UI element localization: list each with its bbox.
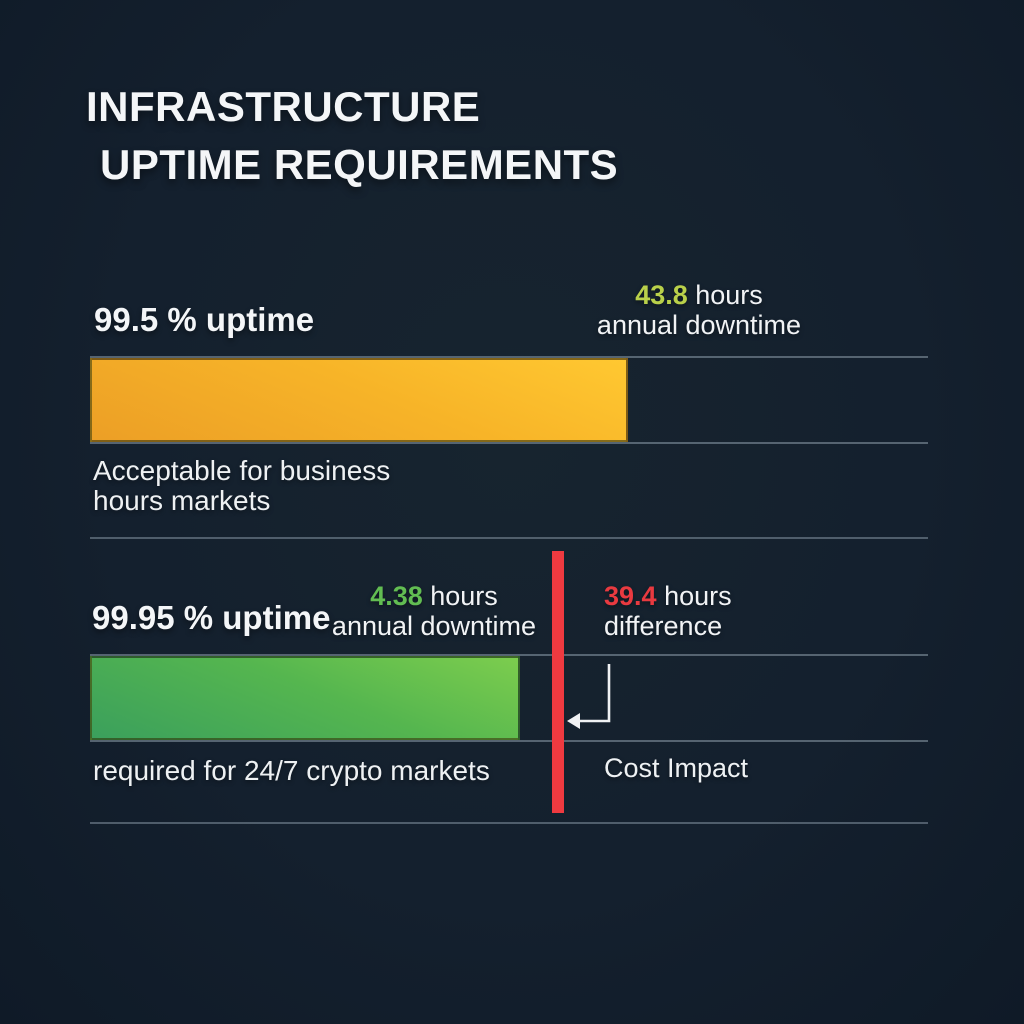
page-title-line2: UPTIME REQUIREMENTS [100,141,619,188]
downtime-43-8-block: 43.8 hours annual downtime [565,280,833,340]
cost-impact-label: Cost Impact [604,753,749,783]
uptime-99-95-label: 99.95 % uptime [92,599,331,636]
uptime-99-95-caption: required for 24/7 crypto markets [93,755,490,786]
uptime-99-95-bar-track [90,654,928,742]
uptime-99-5-caption: Acceptable for business hours markets [93,456,390,516]
uptime-99-5-caption-line1: Acceptable for business [93,455,391,486]
downtime-4-38-line1: 4.38 hours [330,581,538,611]
downtime-43-8-line2: annual downtime [596,310,802,340]
difference-unit: hours [656,581,732,611]
uptime-99-5-label: 99.5 % uptime [94,301,315,338]
downtime-43-8-value: 43.8 [635,280,688,310]
uptime-99-5-caption-line2: hours markets [93,485,271,516]
downtime-4-38-value: 4.38 [370,581,423,611]
uptime-99-5-bar [90,358,628,442]
downtime-43-8-unit: hours [687,280,763,310]
downtime-4-38-unit: hours [422,581,498,611]
downtime-4-38-block: 4.38 hours annual downtime [330,581,538,641]
difference-line1: 39.4 hours [604,581,732,611]
difference-marker-bar [552,551,564,813]
bottom-divider [90,822,928,824]
uptime-99-5-bar-track [90,356,928,444]
downtime-4-38-line2: annual downtime [331,611,537,641]
difference-line2: difference [604,611,723,641]
downtime-43-8-line1: 43.8 hours [565,280,833,310]
section-divider [90,537,928,539]
uptime-99-95-bar [90,656,520,740]
difference-block: 39.4 hours difference [604,581,732,641]
page-title-line1: INFRASTRUCTURE [86,83,481,130]
difference-arrow-icon [567,664,611,729]
difference-value: 39.4 [604,581,657,611]
page-title: INFRASTRUCTURE UPTIME REQUIREMENTS [86,78,618,194]
